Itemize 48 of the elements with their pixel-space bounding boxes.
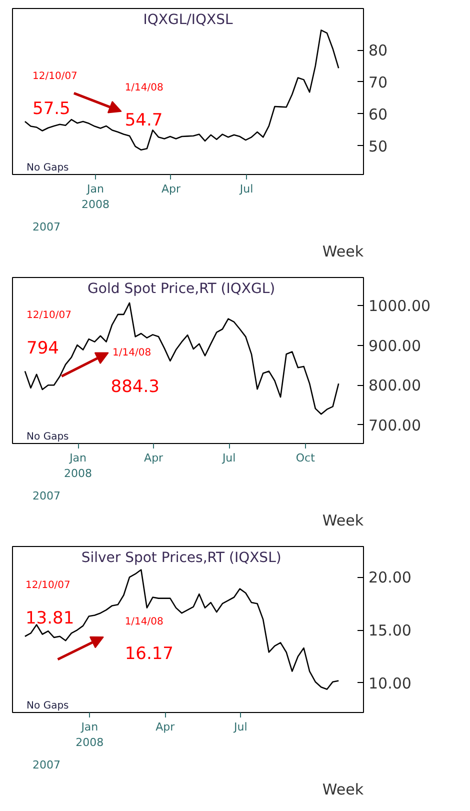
annotation: 13.81 xyxy=(25,608,74,629)
annotation: 12/10/07 xyxy=(26,310,72,322)
x-tick-label: Jan 2008 xyxy=(81,182,110,212)
annotation: 54.7 xyxy=(124,110,163,130)
annotation: 1/14/08 xyxy=(124,82,164,94)
y-tick-label: 20.00 xyxy=(368,568,412,587)
x-tick-label: Apr xyxy=(144,452,164,464)
y-tick-label: 700.00 xyxy=(368,416,421,434)
x-axis-title: Week xyxy=(322,242,364,260)
chart-title: IQXGL/IQXSL xyxy=(143,12,233,28)
y-tick-label: 50 xyxy=(368,137,388,156)
x-tick-label: Apr xyxy=(161,182,181,196)
y-tick-label: 900.00 xyxy=(368,336,421,355)
y-tick-label: 10.00 xyxy=(368,674,412,692)
line-series xyxy=(24,569,340,690)
x-axis-title: Week xyxy=(322,780,364,798)
annotation: 57.5 xyxy=(32,98,70,119)
x-axis-title: Week xyxy=(322,512,364,530)
annotation: No Gaps xyxy=(26,162,69,174)
y-tick-label: 800.00 xyxy=(368,376,421,395)
y-tick-label: 80 xyxy=(368,42,388,60)
x-tick-label: Jul xyxy=(233,720,248,734)
annotation: 1/14/08 xyxy=(124,616,164,628)
x-tick-label: Oct xyxy=(296,452,316,464)
annotation: 1/14/08 xyxy=(112,348,152,359)
chart-title: Gold Spot Price,RT (IQXGL) xyxy=(88,281,276,298)
y-tick-label: 1000.00 xyxy=(368,297,431,316)
annotation: 884.3 xyxy=(110,376,160,397)
annotation: 794 xyxy=(26,338,59,359)
text: 2007 xyxy=(32,490,60,502)
y-tick-label: 70 xyxy=(368,73,388,92)
x-tick-label: Jul xyxy=(238,182,254,196)
y-tick-label: 60 xyxy=(368,105,388,124)
x-tick-label: Jul xyxy=(221,452,236,464)
annotation: No Gaps xyxy=(26,431,69,442)
text: 2007 xyxy=(32,220,60,234)
line-series xyxy=(24,30,340,151)
annotation: No Gaps xyxy=(26,700,69,712)
text: 2007 xyxy=(32,758,60,772)
annotation: 12/10/07 xyxy=(25,580,70,592)
x-tick-label: Apr xyxy=(156,720,176,734)
annotation: 16.17 xyxy=(124,644,174,664)
annotation: 12/10/07 xyxy=(32,71,78,82)
chart-title: Silver Spot Prices,RT (IQXSL) xyxy=(81,550,282,566)
line-series xyxy=(24,302,340,415)
x-tick-label: Jan 2008 xyxy=(64,452,92,480)
x-tick-label: Jan 2008 xyxy=(76,720,104,750)
y-tick-label: 15.00 xyxy=(368,622,412,640)
